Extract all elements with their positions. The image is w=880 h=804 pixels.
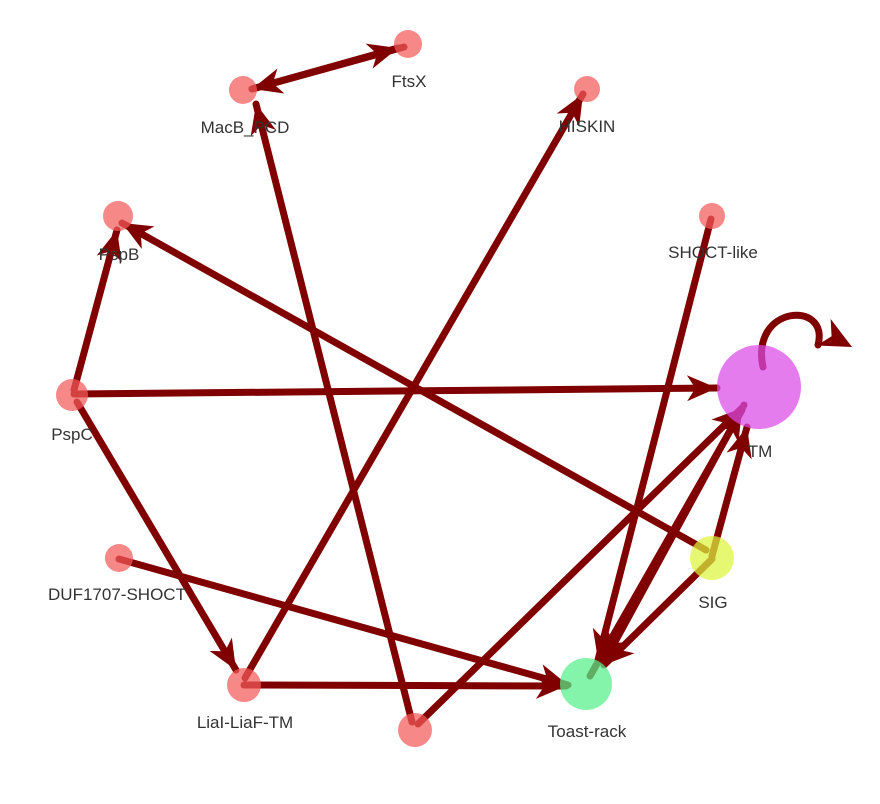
arrowhead bbox=[535, 672, 566, 699]
edge-macb-pcd-to-ftsx bbox=[248, 43, 402, 93]
node-duf1707-shoct[interactable] bbox=[105, 544, 133, 572]
labels-layer: FtsX MacB_PCD HISKIN PspB SHOCT-like PspC TM DU… bbox=[48, 72, 772, 741]
node-label-duf1707-shoct: DUF1707-SHOCT bbox=[48, 585, 186, 604]
node-shoct-like[interactable] bbox=[699, 203, 725, 229]
edge-pspc-to-liai-liaf-tm bbox=[73, 398, 240, 674]
node-ftsx[interactable] bbox=[394, 30, 422, 58]
node-tm[interactable] bbox=[717, 345, 801, 429]
edge-pspc-to-tm bbox=[70, 375, 721, 402]
node-label-pspc: PspC bbox=[51, 425, 93, 444]
edge-unlabeled-to-macb-pcd bbox=[250, 100, 416, 726]
arrowhead bbox=[122, 223, 155, 249]
node-toast-rack[interactable] bbox=[560, 658, 612, 710]
node-label-macb-pcd: MacB_PCD bbox=[201, 118, 290, 137]
node-liai-liaf-tm[interactable] bbox=[227, 668, 261, 702]
edge-sig-to-tm bbox=[708, 423, 752, 560]
nodes-layer bbox=[56, 30, 801, 747]
arrowhead bbox=[592, 627, 619, 660]
edge-pspc-to-pspb bbox=[70, 226, 122, 394]
node-pspb[interactable] bbox=[103, 201, 133, 231]
edge-duf1707-shoct-to-toast-rack bbox=[115, 555, 572, 690]
node-label-sig: SIG bbox=[698, 593, 727, 612]
edge-liai-liaf-tm-to-toast-rack bbox=[240, 672, 570, 699]
node-label-tm: TM bbox=[748, 442, 773, 461]
node-label-ftsx: FtsX bbox=[392, 72, 427, 91]
node-unlabeled[interactable] bbox=[398, 713, 432, 747]
arrowhead bbox=[556, 94, 583, 127]
node-label-hiskin: HISKIN bbox=[559, 117, 616, 136]
node-pspc[interactable] bbox=[56, 379, 88, 411]
node-label-liai-liaf-tm: LiaI-LiaF-TM bbox=[197, 713, 293, 732]
arrowhead bbox=[365, 43, 398, 69]
node-label-pspb: PspB bbox=[99, 245, 140, 264]
arrowhead bbox=[686, 375, 717, 402]
arrowhead bbox=[96, 230, 122, 263]
edge-tm-to-toast-rack bbox=[600, 401, 748, 666]
node-hiskin[interactable] bbox=[574, 76, 600, 102]
node-label-shoct-like: SHOCT-like bbox=[668, 243, 758, 262]
node-sig[interactable] bbox=[690, 536, 734, 580]
arrowhead bbox=[250, 104, 276, 137]
arrowhead bbox=[209, 637, 236, 670]
node-label-toast-rack: Toast-rack bbox=[548, 722, 627, 741]
node-macb-pcd[interactable] bbox=[229, 76, 257, 104]
edge-sig-to-pspb bbox=[118, 219, 710, 554]
arrowhead bbox=[816, 318, 852, 347]
arrowhead bbox=[604, 634, 635, 665]
arrowhead bbox=[726, 427, 752, 460]
edge-shoct-like-to-toast-rack bbox=[592, 215, 715, 664]
edge-sig-to-toast-rack bbox=[600, 555, 716, 669]
